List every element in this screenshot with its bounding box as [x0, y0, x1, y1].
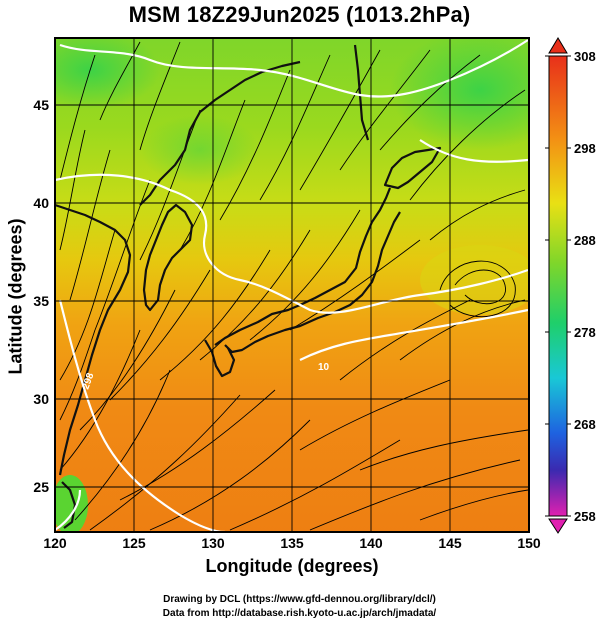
x-tick-label: 150 — [517, 535, 541, 551]
credit-drawing: Drawing by DCL (https://www.gfd-dennou.o… — [163, 594, 436, 605]
y-tick-label: 40 — [33, 195, 49, 211]
x-tick-label: 135 — [280, 535, 304, 551]
colorbar-scale — [548, 55, 568, 517]
x-tick-label: 145 — [438, 535, 462, 551]
graticule — [55, 38, 529, 532]
colorbar-tick-label: 268 — [574, 417, 596, 432]
plot-frame — [54, 37, 530, 533]
colorbar-tick-label: 258 — [574, 509, 596, 524]
colorbar-bottom-arrow — [548, 518, 568, 534]
x-axis-ticks: 120 125 130 135 140 145 150 — [43, 535, 541, 551]
x-axis-label: Longitude (degrees) — [205, 556, 379, 576]
colorbar-tick-label: 298 — [574, 141, 596, 156]
coastlines — [55, 44, 442, 529]
x-tick-label: 120 — [43, 535, 67, 551]
y-axis-ticks: 25 30 35 40 45 — [33, 97, 49, 495]
wind-streamlines — [59, 41, 529, 531]
credit-data: Data from http://database.rish.kyoto-u.a… — [162, 608, 437, 619]
contour-label: 10 — [318, 362, 330, 373]
y-tick-label: 25 — [33, 479, 49, 495]
y-tick-label: 35 — [33, 293, 49, 309]
map-title: MSM 18Z29Jun2025 (1013.2hPa) — [128, 2, 471, 27]
y-axis-label: Latitude (degrees) — [5, 218, 26, 375]
colorbar-tick-label: 288 — [574, 233, 596, 248]
y-tick-label: 30 — [33, 391, 49, 407]
colorbar-top-arrow — [548, 37, 568, 54]
colorbar-tick-label: 308 — [574, 49, 596, 64]
colorbar-tick-label: 278 — [574, 325, 596, 340]
x-tick-label: 140 — [359, 535, 383, 551]
x-tick-label: 130 — [201, 535, 225, 551]
isotherm-contours — [55, 39, 529, 532]
x-tick-label: 125 — [122, 535, 146, 551]
y-tick-label: 45 — [33, 97, 49, 113]
colorbar: 308 298 288 278 268 258 — [545, 37, 596, 534]
